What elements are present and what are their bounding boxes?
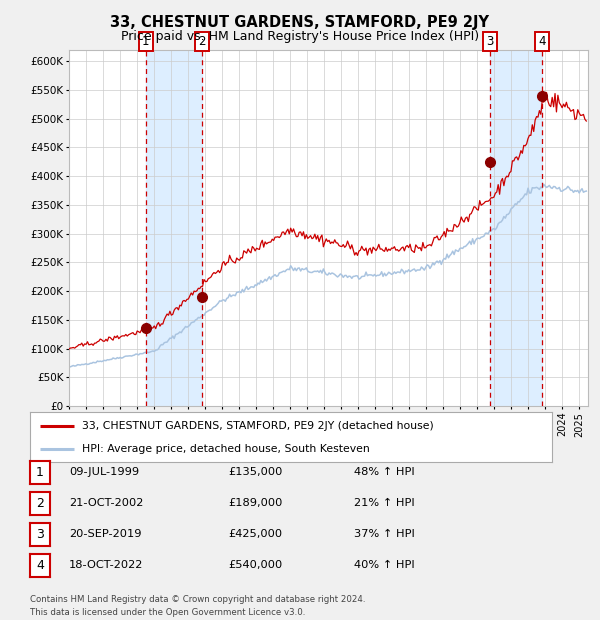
Text: 2: 2: [198, 35, 205, 48]
Text: £135,000: £135,000: [228, 467, 283, 477]
Bar: [490, 50, 542, 406]
Text: 33, CHESTNUT GARDENS, STAMFORD, PE9 2JY (detached house): 33, CHESTNUT GARDENS, STAMFORD, PE9 2JY …: [82, 421, 434, 431]
Text: 4: 4: [538, 35, 545, 48]
Text: 40% ↑ HPI: 40% ↑ HPI: [354, 560, 415, 570]
Text: £425,000: £425,000: [228, 529, 282, 539]
Text: 3: 3: [36, 528, 44, 541]
Text: £189,000: £189,000: [228, 498, 283, 508]
Text: HPI: Average price, detached house, South Kesteven: HPI: Average price, detached house, Sout…: [82, 443, 370, 453]
Text: Price paid vs. HM Land Registry's House Price Index (HPI): Price paid vs. HM Land Registry's House …: [121, 30, 479, 43]
Text: 48% ↑ HPI: 48% ↑ HPI: [354, 467, 415, 477]
Bar: [146, 50, 202, 406]
Text: 1: 1: [142, 35, 149, 48]
Text: 18-OCT-2022: 18-OCT-2022: [69, 560, 143, 570]
Text: Contains HM Land Registry data © Crown copyright and database right 2024.
This d: Contains HM Land Registry data © Crown c…: [30, 595, 365, 617]
Text: 37% ↑ HPI: 37% ↑ HPI: [354, 529, 415, 539]
Text: 2: 2: [36, 497, 44, 510]
Text: £540,000: £540,000: [228, 560, 282, 570]
Text: 09-JUL-1999: 09-JUL-1999: [69, 467, 139, 477]
Text: 33, CHESTNUT GARDENS, STAMFORD, PE9 2JY: 33, CHESTNUT GARDENS, STAMFORD, PE9 2JY: [110, 16, 490, 30]
Text: 21-OCT-2002: 21-OCT-2002: [69, 498, 143, 508]
Text: 4: 4: [36, 559, 44, 572]
Text: 20-SEP-2019: 20-SEP-2019: [69, 529, 142, 539]
Text: 1: 1: [36, 466, 44, 479]
Text: 3: 3: [486, 35, 493, 48]
Text: 21% ↑ HPI: 21% ↑ HPI: [354, 498, 415, 508]
